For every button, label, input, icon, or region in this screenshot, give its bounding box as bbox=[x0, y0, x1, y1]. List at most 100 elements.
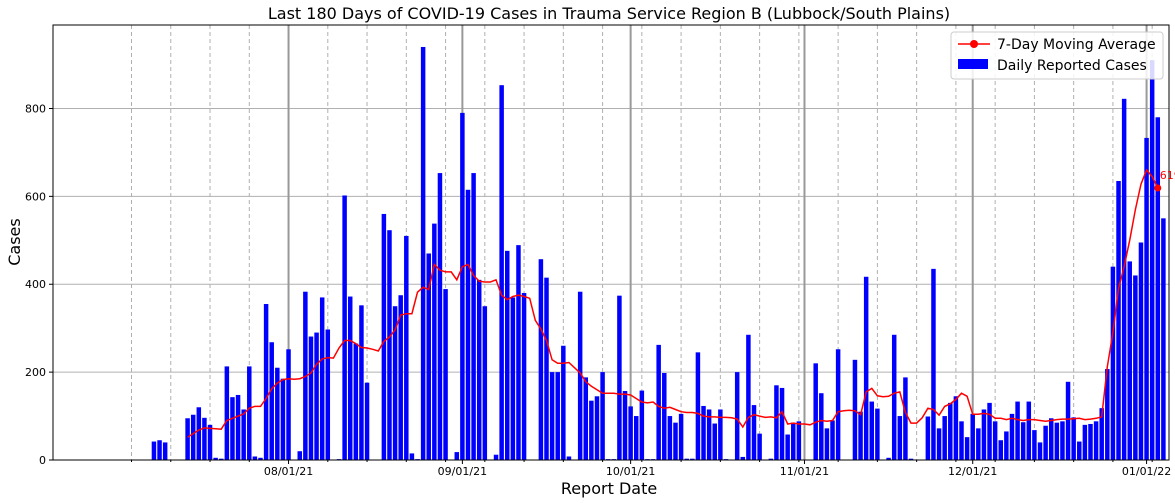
daily-cases-bar bbox=[521, 293, 527, 460]
daily-cases-bar bbox=[275, 367, 280, 460]
daily-cases-bar bbox=[218, 458, 224, 460]
daily-cases-bar bbox=[936, 428, 942, 460]
daily-cases-bar bbox=[319, 297, 325, 460]
daily-cases-bar bbox=[1026, 401, 1032, 460]
daily-cases-bar bbox=[981, 409, 987, 460]
daily-cases-bar bbox=[768, 458, 774, 460]
daily-cases-bar bbox=[1149, 60, 1155, 460]
daily-cases-bar bbox=[583, 377, 589, 460]
daily-cases-bar bbox=[600, 372, 605, 460]
daily-cases-bar bbox=[869, 401, 875, 460]
x-axis-label: Report Date bbox=[561, 479, 657, 498]
chart-title: Last 180 Days of COVID-19 Cases in Traum… bbox=[268, 4, 950, 23]
daily-cases-bar bbox=[196, 407, 202, 460]
daily-cases-bar bbox=[252, 456, 258, 460]
daily-cases-bar bbox=[190, 414, 196, 460]
daily-cases-bar bbox=[594, 396, 600, 460]
daily-cases-bar bbox=[213, 457, 218, 460]
daily-cases-bar bbox=[1037, 442, 1043, 460]
daily-cases-bar bbox=[628, 406, 633, 460]
daily-cases-bar bbox=[426, 253, 431, 460]
daily-cases-bar bbox=[420, 46, 426, 460]
daily-cases-bar bbox=[992, 421, 998, 460]
daily-cases-bar bbox=[1093, 421, 1099, 460]
daily-cases-bar bbox=[835, 349, 841, 460]
daily-cases-bar bbox=[678, 413, 684, 460]
daily-cases-bar bbox=[757, 433, 762, 460]
daily-cases-bar bbox=[701, 405, 706, 460]
daily-cases-bar bbox=[1060, 421, 1065, 460]
daily-cases-bar bbox=[690, 458, 695, 460]
daily-cases-bar bbox=[886, 457, 891, 460]
daily-cases-bar bbox=[342, 195, 347, 460]
daily-cases-bar bbox=[953, 396, 959, 460]
legend-line-label: 7-Day Moving Average bbox=[997, 37, 1156, 53]
y-tick-label: 400 bbox=[25, 278, 46, 291]
daily-cases-bar bbox=[796, 421, 802, 460]
daily-cases-bar bbox=[544, 277, 549, 460]
daily-cases-bar bbox=[813, 363, 818, 460]
x-axis: 08/01/21 09/01/21 10/01/21 11/01/21 12/01/21… bbox=[131, 460, 1171, 478]
daily-cases-bar bbox=[1121, 98, 1127, 461]
daily-cases-bar bbox=[1043, 425, 1048, 460]
daily-cases-bar bbox=[734, 372, 740, 460]
daily-cases-bar bbox=[286, 349, 291, 460]
daily-cases-bar bbox=[1116, 180, 1121, 460]
grid bbox=[53, 25, 1169, 461]
daily-cases-bar bbox=[1004, 431, 1009, 460]
daily-cases-bar bbox=[482, 306, 488, 460]
daily-cases-bar bbox=[746, 334, 751, 460]
daily-cases-bar bbox=[852, 359, 858, 460]
y-tick-label: 800 bbox=[25, 102, 46, 115]
daily-cases-bar bbox=[622, 391, 628, 460]
daily-cases-bar bbox=[224, 366, 230, 460]
daily-cases-bar bbox=[998, 440, 1004, 460]
legend: 7-Day Moving Average Daily Reported Case… bbox=[950, 31, 1164, 80]
daily-cases-bar bbox=[925, 416, 931, 460]
daily-cases-bar bbox=[774, 385, 779, 460]
daily-cases-bar bbox=[465, 189, 471, 461]
x-tick-label: 09/01/21 bbox=[438, 465, 487, 478]
daily-cases-bar bbox=[325, 329, 331, 460]
daily-cases-bar bbox=[1071, 417, 1076, 460]
daily-cases-bar bbox=[875, 408, 880, 460]
daily-cases-bar bbox=[1155, 117, 1161, 460]
daily-cases-bar bbox=[185, 418, 190, 460]
daily-cases-bar bbox=[897, 416, 903, 460]
daily-cases-bar bbox=[976, 428, 981, 460]
daily-cases-bar bbox=[863, 276, 869, 460]
daily-cases-bar bbox=[791, 422, 796, 460]
y-tick-label: 600 bbox=[25, 190, 46, 203]
daily-cases-bar bbox=[1105, 369, 1110, 460]
daily-cases-bar bbox=[1065, 381, 1071, 460]
daily-cases-bar bbox=[493, 454, 499, 460]
daily-cases-bar bbox=[263, 304, 269, 460]
daily-cases-bar bbox=[948, 402, 953, 460]
daily-cases-bar bbox=[404, 235, 409, 460]
legend-box bbox=[950, 31, 1164, 80]
daily-cases-bar bbox=[589, 400, 594, 460]
daily-cases-bar bbox=[987, 402, 992, 460]
daily-cases-bar bbox=[617, 295, 622, 460]
daily-cases-bar bbox=[516, 245, 521, 460]
y-tick-label: 200 bbox=[25, 366, 46, 379]
daily-cases-bar bbox=[1144, 137, 1149, 460]
daily-cases-bar bbox=[269, 342, 274, 460]
daily-cases-bar bbox=[157, 440, 162, 460]
last-value-annotation: 619 bbox=[1160, 169, 1175, 182]
daily-cases-bar bbox=[718, 409, 723, 460]
daily-cases-bar bbox=[891, 334, 897, 460]
daily-cases-bar bbox=[398, 295, 403, 460]
daily-cases-bar bbox=[235, 394, 241, 460]
daily-cases-bar bbox=[505, 250, 510, 460]
daily-cases-bar bbox=[364, 382, 370, 460]
daily-cases-bar bbox=[908, 458, 914, 460]
daily-cases-bar bbox=[1048, 418, 1054, 460]
daily-cases-bar bbox=[633, 416, 639, 460]
x-tick-label: 01/01/22 bbox=[1122, 465, 1171, 478]
daily-cases-bar bbox=[308, 336, 314, 460]
daily-cases-bar bbox=[549, 372, 555, 460]
y-tick-label: 0 bbox=[39, 454, 46, 467]
daily-cases-bar bbox=[662, 373, 667, 460]
daily-cases-bar bbox=[1099, 408, 1104, 460]
